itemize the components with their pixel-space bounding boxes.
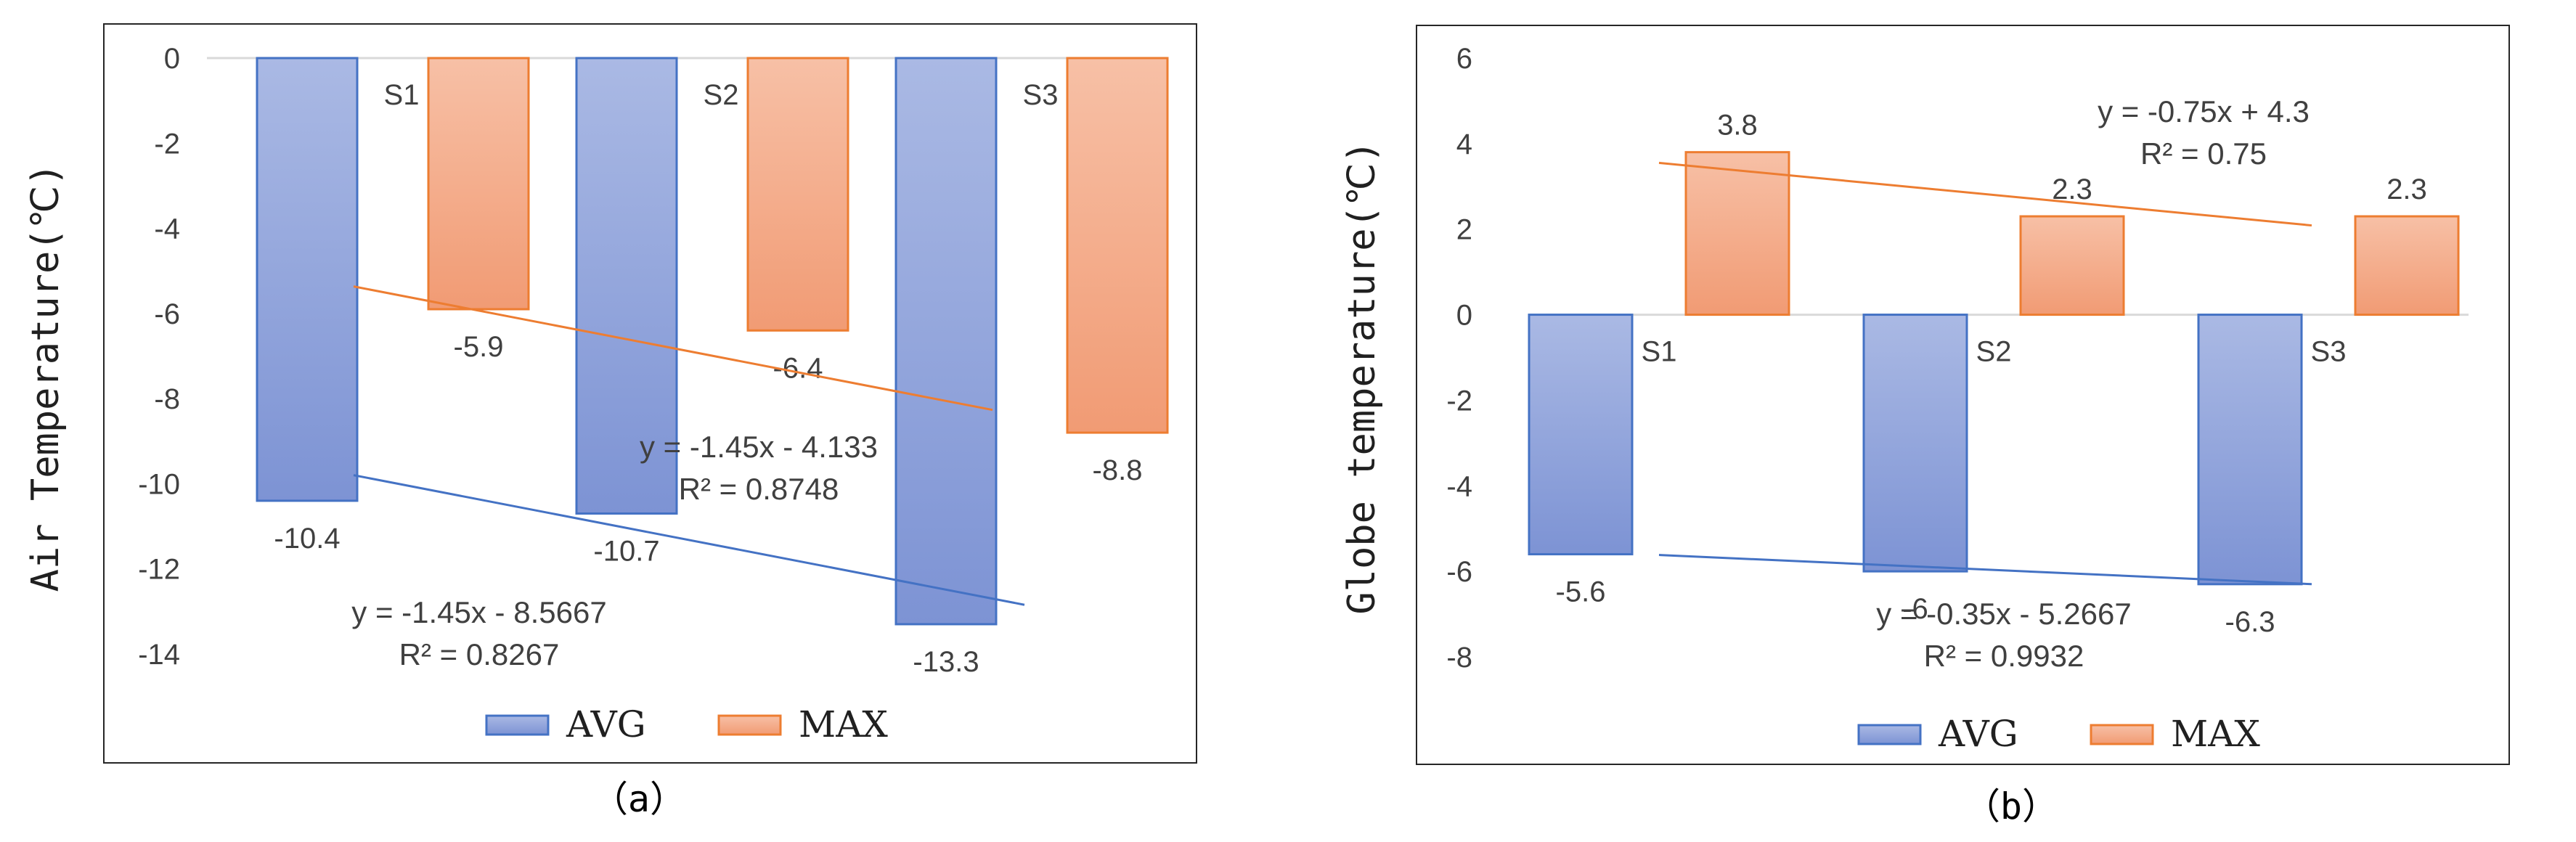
legend-label-avg: AVG — [566, 703, 646, 745]
y-tick-label: 0 — [164, 43, 180, 75]
bar-max — [746, 57, 849, 332]
bar-max — [427, 57, 530, 311]
y-tick-label: -6 — [154, 298, 180, 330]
y-tick-label: -4 — [154, 213, 180, 245]
bar-avg — [256, 57, 359, 502]
bar-avg — [575, 57, 678, 515]
y-tick-label: -12 — [138, 554, 180, 586]
trendline-max — [1658, 161, 2312, 227]
y-tick-label: -6 — [1446, 556, 1472, 588]
trendline-avg — [353, 474, 1025, 606]
legend-label-avg: AVG — [1938, 713, 2018, 755]
legend-swatch-max — [717, 714, 782, 736]
chart-border — [1416, 25, 2510, 765]
category-label: S2 — [1976, 336, 2012, 368]
bar-max — [1066, 57, 1169, 434]
legend-swatch-avg — [1857, 724, 1922, 745]
trendline-avg — [1658, 554, 2312, 586]
trendline-r-squared: R² = 0.9932 — [1924, 639, 2084, 673]
data-label-avg: -5.6 — [1556, 576, 1606, 608]
y-tick-label: -4 — [1446, 470, 1472, 502]
bar-avg — [1862, 314, 1968, 573]
trendline-r-squared: R² = 0.75 — [2140, 136, 2267, 171]
trendline-equation: y = -0.75x + 4.3 — [2098, 94, 2310, 128]
y-tick-label: 4 — [1456, 128, 1472, 160]
bar-max — [2354, 215, 2460, 316]
y-tick-label: -10 — [138, 468, 180, 500]
data-label-max: 2.3 — [2387, 173, 2427, 205]
trendline-equation: y = -1.45x - 4.133 — [640, 430, 878, 464]
data-label-max: -8.8 — [1093, 454, 1143, 486]
data-label-max: 3.8 — [1717, 110, 1758, 142]
y-tick-label: -8 — [1446, 642, 1472, 674]
bar-max — [2019, 215, 2125, 316]
bar-avg — [894, 57, 998, 626]
category-label: S2 — [704, 79, 739, 111]
y-axis-label: Air Temperature(℃) — [24, 163, 68, 592]
y-tick-label: -2 — [1446, 385, 1472, 417]
trendline-r-squared: R² = 0.8748 — [679, 472, 839, 506]
data-label-avg: -6.3 — [2225, 606, 2275, 638]
trendline-equation: y = -1.45x - 8.5667 — [351, 595, 606, 629]
category-label: S3 — [1023, 79, 1059, 111]
legend-swatch-max — [2090, 724, 2154, 745]
bar-max — [1684, 151, 1790, 316]
legend-swatch-avg — [485, 714, 550, 736]
bar-avg — [1528, 314, 1634, 556]
data-label-avg: -13.3 — [913, 646, 979, 678]
data-label-avg: -6 — [1902, 593, 1928, 625]
y-axis-label: Globe temperature(℃) — [1340, 140, 1384, 614]
y-tick-label: -8 — [154, 383, 180, 415]
y-tick-label: 0 — [1456, 300, 1472, 332]
y-tick-label: -2 — [154, 128, 180, 160]
chart-border — [103, 23, 1197, 764]
data-label-avg: -10.7 — [593, 535, 659, 567]
legend-label-max: MAX — [2171, 713, 2260, 755]
category-label: S1 — [1642, 336, 1677, 368]
category-label: S1 — [384, 79, 420, 111]
trendline-max — [353, 285, 993, 412]
y-tick-label: -14 — [138, 639, 180, 671]
y-tick-label: 2 — [1456, 214, 1472, 246]
panel-caption: （a） — [592, 778, 686, 820]
trendline-r-squared: R² = 0.8267 — [399, 637, 560, 671]
data-label-avg: -10.4 — [274, 523, 340, 555]
data-label-max: -5.9 — [454, 331, 504, 363]
trendline-equation: y = -0.35x - 5.2667 — [1876, 597, 2131, 631]
panel-a: 0-2-4-6-8-10-12-14-10.4-5.9S1-10.7-6.4S2… — [24, 23, 1197, 820]
panel-caption: （b） — [1964, 785, 2058, 827]
bar-avg — [2197, 314, 2303, 586]
category-label: S3 — [2311, 336, 2347, 368]
legend-label-max: MAX — [799, 703, 888, 745]
y-tick-label: 6 — [1456, 43, 1472, 75]
